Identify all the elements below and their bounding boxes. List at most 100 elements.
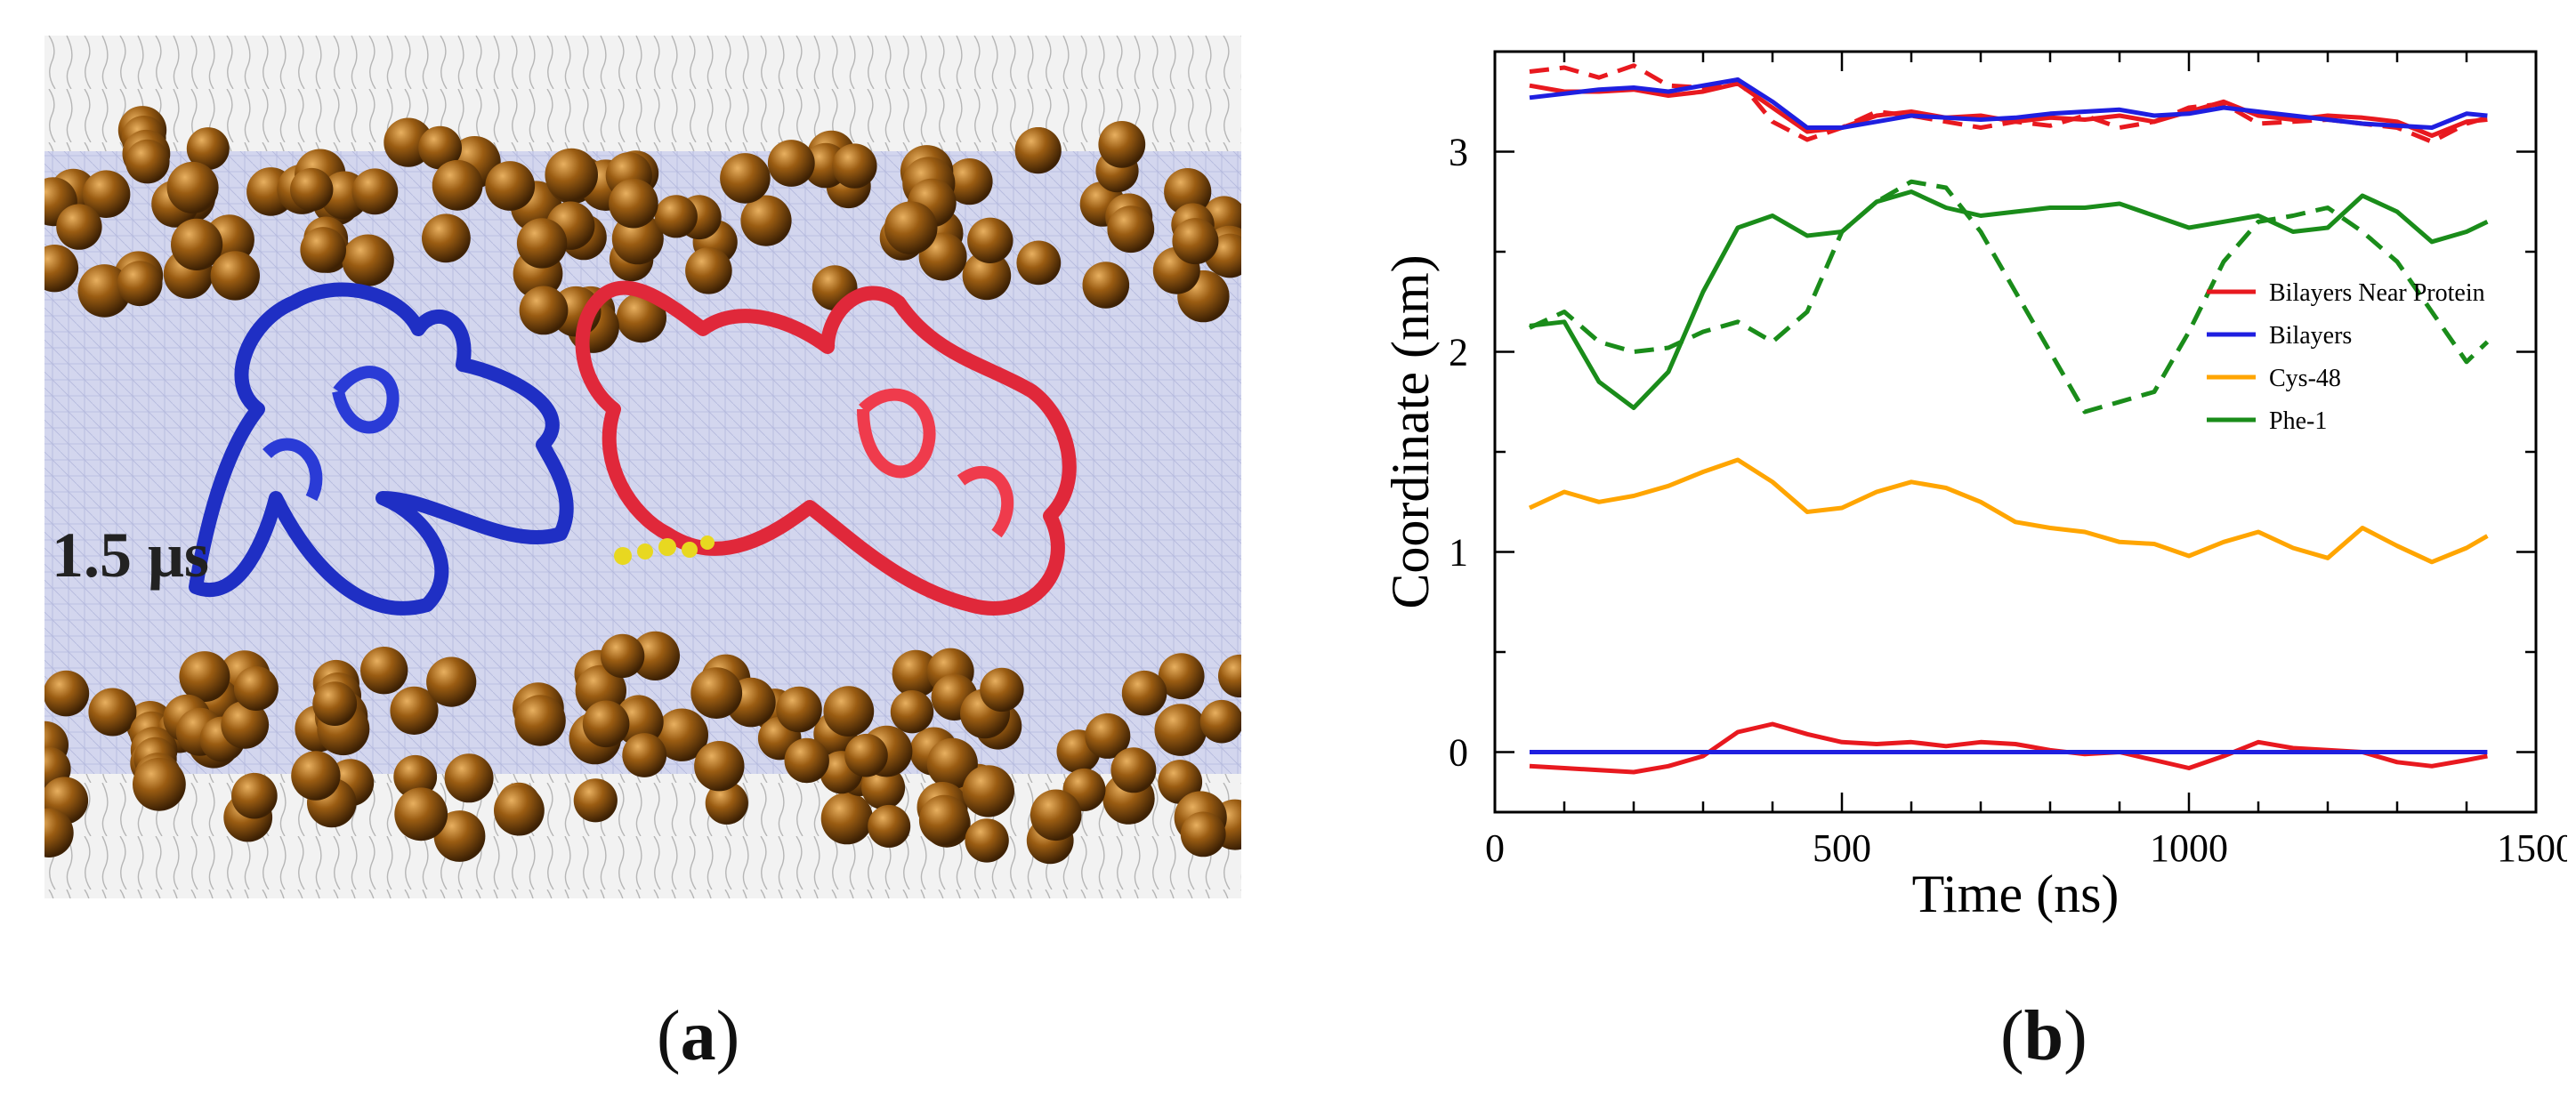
headgroup-bead [171, 218, 223, 270]
headgroup-bead [133, 757, 186, 811]
x-tick-label: 500 [1813, 826, 1871, 870]
legend: Bilayers Near Protein Bilayers Cys-48 Phe-1 [2207, 279, 2485, 435]
headgroup-bead [312, 681, 358, 726]
headgroup-bead [616, 293, 667, 343]
headgroup-bead [300, 227, 347, 273]
headgroup-bead [56, 204, 102, 250]
headgroup-bead [776, 686, 822, 733]
headgroup-bead [1110, 747, 1157, 793]
headgroup-bead [600, 633, 645, 679]
headgroup-bead [545, 148, 598, 202]
x-tick-label: 1000 [2150, 826, 2228, 870]
legend-label: Bilayers [2269, 322, 2352, 350]
headgroup-bead [926, 737, 978, 790]
panel-label-a: (a) [657, 997, 740, 1075]
headgroup-bead [422, 213, 471, 263]
headgroup-bead [705, 781, 748, 825]
headgroup-bead [1172, 218, 1219, 265]
headgroup-bead [82, 170, 131, 218]
headgroup-bead [582, 700, 630, 748]
plot-frame [1493, 50, 2538, 814]
series-line [1529, 721, 2488, 775]
y-tick-label: 0 [1449, 731, 1468, 775]
headgroup-bead [221, 701, 270, 749]
y-tick-label: 2 [1449, 331, 1468, 374]
headgroup-bead [494, 785, 545, 836]
headgroup-beads-top [44, 106, 1241, 353]
headgroup-bead [820, 792, 874, 845]
series-line [1528, 457, 2489, 565]
headgroup-bead [967, 217, 1013, 263]
headgroup-bead [516, 218, 568, 269]
headgroup-bead [1016, 240, 1062, 286]
headgroup-bead [884, 201, 938, 254]
headgroup-bead [390, 686, 439, 736]
headgroup-bead [965, 818, 1009, 863]
coordinate-chart: 0 500 1000 1500 0 1 2 3 Time (ns) Coordinate (nm)… [1388, 50, 2567, 923]
headgroup-bead [832, 143, 877, 189]
disulfide-bond [614, 535, 715, 565]
series-line [1529, 77, 2488, 130]
headgroup-bead [690, 667, 743, 719]
headgroup-bead [1154, 704, 1207, 756]
x-tick-label: 1500 [2497, 826, 2567, 870]
headgroup-bead [77, 264, 132, 318]
headgroup-bead [44, 245, 79, 293]
headgroup-bead [740, 195, 792, 246]
headgroup-bead [946, 158, 993, 205]
headgroup-beads-bottom [44, 631, 1241, 865]
headgroup-bead [44, 808, 74, 857]
legend-label: Phe-1 [2269, 407, 2327, 435]
headgroup-bead [694, 741, 745, 792]
y-tick-label: 3 [1449, 131, 1468, 174]
headgroup-bead [784, 737, 829, 784]
headgroup-bead [1107, 205, 1155, 254]
headgroup-bead [823, 686, 875, 737]
headgroup-bead [444, 753, 494, 803]
headgroup-bead [868, 804, 911, 848]
y-axis-label: Coordinate (nm) [1388, 254, 1440, 608]
headgroup-bead [393, 754, 438, 799]
headgroup-bead [980, 667, 1024, 713]
blue-protein-ribbon [189, 282, 574, 616]
headgroup-bead [233, 666, 279, 711]
panel-label-b: (b) [2000, 997, 2087, 1075]
legend-label: Bilayers Near Protein [2269, 279, 2485, 307]
headgroup-bead [609, 178, 658, 229]
headgroup-bead [360, 647, 408, 695]
headgroup-bead [685, 247, 732, 294]
headgroup-bead [88, 688, 137, 737]
headgroup-bead [1180, 811, 1226, 857]
headgroup-bead [426, 656, 477, 707]
headgroup-bead [1030, 789, 1082, 841]
headgroup-bead [179, 651, 230, 703]
headgroup-bead [351, 168, 399, 215]
x-tick-label: 0 [1485, 826, 1505, 870]
headgroup-bead [962, 765, 1015, 817]
headgroup-bead [485, 161, 536, 211]
protein-ribbons [189, 280, 1077, 616]
headgroup-bead [1098, 121, 1146, 168]
headgroup-bead [655, 708, 708, 761]
headgroup-bead [1014, 127, 1062, 174]
red-protein-ribbon [575, 280, 1077, 616]
headgroup-bead [767, 140, 815, 187]
y-tick-label: 1 [1449, 531, 1468, 575]
headgroup-bead [892, 649, 940, 698]
series-line [1528, 179, 2490, 415]
membrane-snapshot-image: 1.5 μs [44, 36, 1241, 898]
headgroup-bead [125, 139, 170, 184]
headgroup-bead [231, 772, 278, 819]
headgroup-bead [720, 153, 771, 204]
headgroup-bead [342, 234, 394, 286]
headgroup-bead [514, 695, 566, 746]
headgroup-bead [1082, 262, 1130, 309]
x-axis-label: Time (ns) [1912, 865, 2120, 923]
headgroup-bead [290, 167, 334, 212]
series-line [1529, 63, 2489, 144]
headgroup-bead [117, 261, 163, 307]
headgroup-bead [573, 778, 618, 823]
time-annotation: 1.5 μs [52, 519, 209, 591]
headgroup-bead [622, 733, 667, 777]
headgroup-bead [1121, 670, 1167, 716]
